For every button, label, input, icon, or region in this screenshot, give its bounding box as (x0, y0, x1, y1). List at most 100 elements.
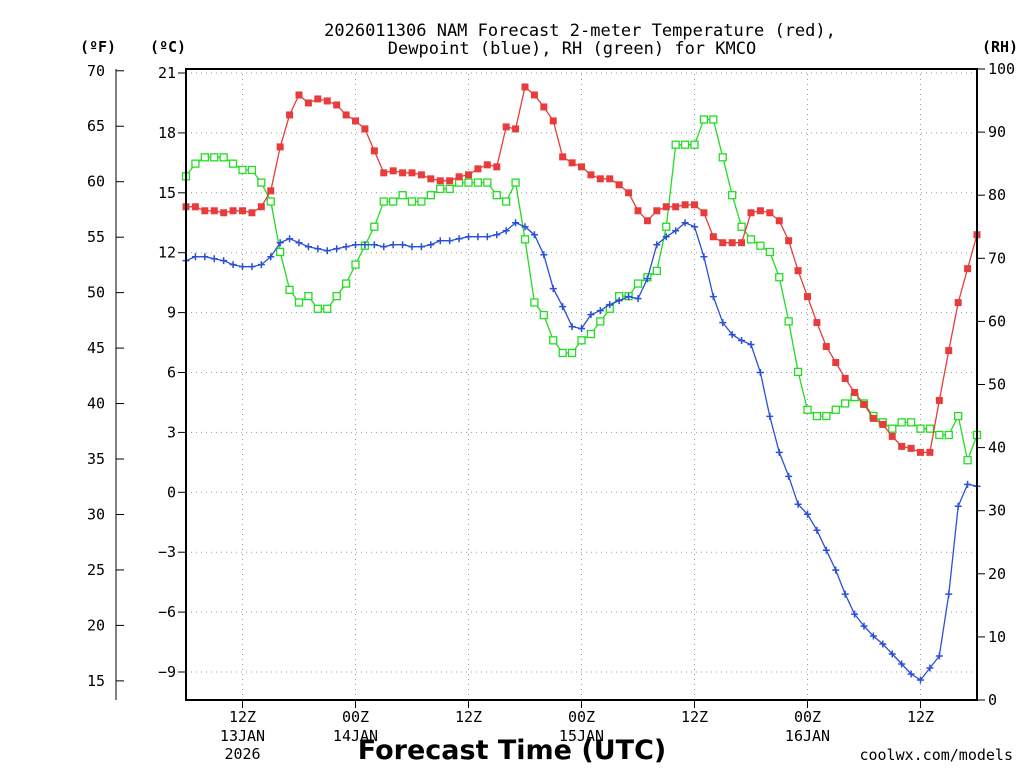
rh-point (407, 197, 417, 206)
dewpoint-point (286, 235, 294, 243)
credit-text: coolwx.com/models (859, 746, 1013, 764)
celsius-tick-label: 0 (167, 483, 176, 501)
rh-tick-label: 40 (988, 439, 1006, 457)
temperature-point (794, 267, 802, 275)
celsius-tick-label: −3 (158, 543, 176, 561)
dewpoint-point (220, 257, 228, 265)
rh-point (266, 197, 275, 206)
fahrenheit-tick-label: 60 (87, 173, 105, 191)
dewpoint-point (446, 237, 454, 245)
temperature-point (756, 207, 764, 215)
dewpoint-point (653, 241, 661, 249)
rh-point (925, 424, 935, 433)
temperature-point (530, 91, 538, 99)
dewpoint-point (578, 325, 585, 333)
dewpoint-point (643, 275, 651, 283)
temperature-point (945, 347, 953, 355)
celsius-tick-label: 18 (158, 124, 176, 142)
dewpoint-point (568, 323, 576, 331)
dewpoint-point (935, 652, 943, 660)
temperature-point (361, 125, 369, 133)
temperature-point (738, 239, 746, 247)
temperature-point (662, 203, 670, 211)
temperature-point (804, 293, 811, 301)
temperature-point (587, 171, 595, 179)
rh-point (313, 304, 322, 313)
rh-point (831, 405, 840, 414)
temperature-point (248, 209, 256, 217)
rh-point (539, 310, 548, 320)
temperature-point (606, 175, 614, 183)
rh-point (445, 184, 454, 194)
fahrenheit-tick-label: 70 (87, 62, 105, 80)
rh-point (897, 418, 906, 427)
temperature-point (455, 173, 463, 181)
dewpoint-point (380, 243, 388, 251)
rh-point (417, 197, 426, 206)
temperature-point (427, 175, 435, 183)
fahrenheit-axis: 70 65 60 55 50 45 40 35 30 25 20 15 (87, 62, 124, 700)
temperature-point (239, 207, 246, 215)
rh-point (586, 329, 596, 339)
x-tick-label: 12Z (455, 708, 482, 726)
rh-tick-label: 50 (988, 376, 1006, 394)
dewpoint-point (530, 231, 538, 239)
dewpoint-point (512, 219, 520, 227)
temperature-point (389, 167, 397, 175)
rh-tick-label: 10 (988, 628, 1006, 646)
rh-point (341, 279, 351, 288)
dewpoint-point (945, 590, 953, 598)
rh-tick-label: 100 (988, 60, 1015, 78)
rh-point (728, 191, 737, 200)
temperature-point (917, 448, 924, 456)
dewpoint-point (229, 261, 237, 269)
dewpoint-point (917, 676, 924, 684)
celsius-tick-label: 15 (158, 184, 176, 202)
rh-point (558, 348, 567, 358)
rh-point (784, 317, 793, 326)
rh-point (530, 298, 539, 307)
temperature-point (436, 177, 444, 185)
temperature-point (728, 239, 736, 247)
temperature-point (926, 448, 934, 456)
rh-point (954, 411, 963, 421)
rh-point (276, 247, 285, 257)
dewpoint-point (832, 566, 840, 574)
temperature-point (709, 233, 717, 241)
temperature-point (229, 207, 237, 215)
dewpoint-point (559, 303, 567, 311)
x-tick-label: 00Z (568, 708, 595, 726)
temperature-point (596, 175, 604, 183)
dewpoint-point (813, 526, 821, 534)
dewpoint-point (691, 223, 698, 231)
rh-point (473, 178, 483, 187)
rh-point (803, 405, 812, 414)
dewpoint-point (596, 307, 604, 315)
dewpoint-point (785, 472, 793, 480)
temperature-point (370, 147, 378, 155)
dewpoint-point (201, 253, 209, 261)
dewpoint-point (954, 502, 962, 510)
dewpoint-point (869, 632, 877, 640)
temperature-point (286, 111, 294, 119)
dewpoint-point (700, 253, 708, 261)
x-tick-label: 12Z (681, 708, 708, 726)
fahrenheit-tick-label: 25 (87, 561, 105, 579)
temperature-point (521, 83, 529, 91)
dewpoint-point (210, 255, 218, 263)
dewpoint-point (738, 337, 746, 345)
rh-point (370, 222, 379, 231)
temperature-point (964, 265, 972, 273)
temperature-point (559, 153, 567, 161)
dewpoint-point (549, 285, 557, 293)
grid-lines (186, 69, 977, 700)
temperature-point (276, 143, 284, 151)
temperature-point (719, 239, 727, 247)
rh-point (323, 304, 332, 313)
dewpoint-point (248, 263, 256, 271)
temperature-point (898, 442, 906, 450)
dewpoint-point (606, 301, 614, 309)
temperature-point (399, 169, 407, 177)
